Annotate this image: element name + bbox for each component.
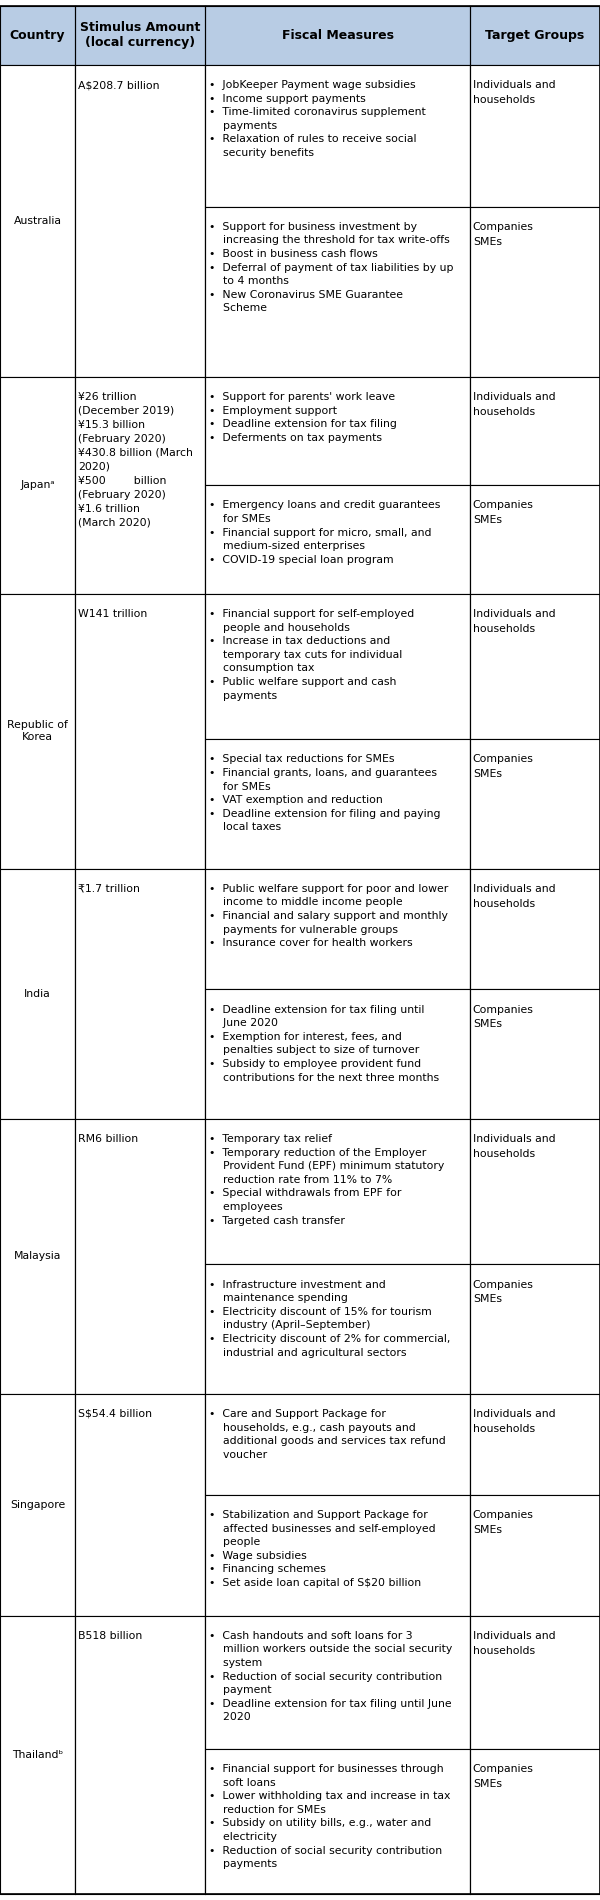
Bar [205, 207, 470, 376]
Bar [75, 65, 205, 376]
Bar [205, 376, 470, 485]
Bar [205, 484, 470, 593]
Text: Singapore: Singapore [10, 1499, 65, 1511]
Text: Republic of
Korea: Republic of Korea [7, 720, 68, 743]
Text: W141 trillion: W141 trillion [78, 608, 147, 619]
Text: A$208.7 billion: A$208.7 billion [78, 80, 160, 89]
Text: ₹1.7 trillion: ₹1.7 trillion [78, 884, 140, 893]
Bar [470, 376, 600, 485]
Bar [75, 1119, 205, 1395]
Text: •  Care and Support Package for
    households, e.g., cash payouts and
    addit: • Care and Support Package for household… [209, 1410, 446, 1459]
Bar [0, 376, 75, 593]
Text: •  Emergency loans and credit guarantees
    for SMEs
•  Financial support for m: • Emergency loans and credit guarantees … [209, 500, 440, 564]
Text: B518 billion: B518 billion [78, 1630, 142, 1642]
Bar [0, 1395, 75, 1615]
Text: Companies
SMEs: Companies SMEs [473, 1763, 533, 1788]
Bar [0, 65, 75, 376]
Text: •  Financial support for self-employed
    people and households
•  Increase in : • Financial support for self-employed pe… [209, 608, 414, 701]
Text: •  Stabilization and Support Package for
    affected businesses and self-employ: • Stabilization and Support Package for … [209, 1510, 436, 1588]
Text: Thailandᵇ: Thailandᵇ [12, 1750, 63, 1759]
Text: ¥26 trillion
(December 2019)
¥15.3 billion
(February 2020)
¥430.8 billion (March: ¥26 trillion (December 2019) ¥15.3 billi… [78, 391, 193, 528]
Bar [205, 990, 470, 1119]
Text: •  Temporary tax relief
•  Temporary reduction of the Employer
    Provident Fun: • Temporary tax relief • Temporary reduc… [209, 1134, 444, 1226]
Bar [205, 1748, 470, 1894]
Bar [205, 1264, 470, 1395]
Text: •  JobKeeper Payment wage subsidies
•  Income support payments
•  Time-limited c: • JobKeeper Payment wage subsidies • Inc… [209, 80, 425, 158]
Text: Fiscal Measures: Fiscal Measures [281, 28, 394, 42]
Text: Companies
SMEs: Companies SMEs [473, 1279, 533, 1305]
Text: Japanᵃ: Japanᵃ [20, 481, 55, 490]
Bar [0, 593, 75, 868]
Bar [0, 1615, 75, 1894]
Bar [470, 990, 600, 1119]
Text: Companies
SMEs: Companies SMEs [473, 754, 533, 779]
Bar [205, 1119, 470, 1264]
Bar [75, 593, 205, 868]
Text: Individuals and
households: Individuals and households [473, 884, 556, 908]
Text: Individuals and
households: Individuals and households [473, 1134, 556, 1159]
Bar [0, 6, 600, 65]
Bar [205, 593, 470, 739]
Bar [75, 1615, 205, 1894]
Text: Individuals and
households: Individuals and households [473, 608, 556, 635]
Bar [470, 1395, 600, 1495]
Bar [470, 1495, 600, 1615]
Text: S$54.4 billion: S$54.4 billion [78, 1410, 152, 1419]
Text: •  Deadline extension for tax filing until
    June 2020
•  Exemption for intere: • Deadline extension for tax filing unti… [209, 1005, 439, 1083]
Text: Country: Country [10, 28, 65, 42]
Bar [470, 868, 600, 990]
Bar [205, 65, 470, 207]
Bar [470, 1748, 600, 1894]
Text: Companies
SMEs: Companies SMEs [473, 1005, 533, 1030]
Text: •  Financial support for businesses through
    soft loans
•  Lower withholding : • Financial support for businesses throu… [209, 1763, 450, 1870]
Text: Australia: Australia [14, 217, 62, 226]
Text: •  Public welfare support for poor and lower
    income to middle income people
: • Public welfare support for poor and lo… [209, 884, 448, 948]
Text: Individuals and
households: Individuals and households [473, 1630, 556, 1655]
Text: •  Special tax reductions for SMEs
•  Financial grants, loans, and guarantees
  : • Special tax reductions for SMEs • Fina… [209, 754, 440, 832]
Bar [470, 1615, 600, 1748]
Text: •  Support for parents' work leave
•  Employment support
•  Deadline extension f: • Support for parents' work leave • Empl… [209, 391, 397, 443]
Text: Individuals and
households: Individuals and households [473, 80, 556, 104]
Bar [470, 65, 600, 207]
Text: India: India [24, 988, 51, 999]
Bar [205, 1495, 470, 1615]
Bar [0, 868, 75, 1119]
Bar [470, 1264, 600, 1395]
Text: •  Support for business investment by
    increasing the threshold for tax write: • Support for business investment by inc… [209, 222, 454, 314]
Bar [75, 1395, 205, 1615]
Text: Companies
SMEs: Companies SMEs [473, 222, 533, 247]
Text: •  Infrastructure investment and
    maintenance spending
•  Electricity discoun: • Infrastructure investment and maintena… [209, 1279, 450, 1358]
Text: Individuals and
households: Individuals and households [473, 1410, 556, 1434]
Text: •  Cash handouts and soft loans for 3
    million workers outside the social sec: • Cash handouts and soft loans for 3 mil… [209, 1630, 452, 1723]
Bar [470, 1119, 600, 1264]
Text: RM6 billion: RM6 billion [78, 1134, 138, 1144]
Bar [470, 739, 600, 868]
Bar [0, 1119, 75, 1395]
Bar [75, 376, 205, 593]
Text: Companies
SMEs: Companies SMEs [473, 1510, 533, 1535]
Bar [470, 207, 600, 376]
Bar [205, 1615, 470, 1748]
Bar [205, 1395, 470, 1495]
Text: Malaysia: Malaysia [14, 1252, 61, 1262]
Text: Individuals and
households: Individuals and households [473, 391, 556, 416]
Bar [205, 868, 470, 990]
Bar [470, 484, 600, 593]
Bar [75, 868, 205, 1119]
Bar [205, 739, 470, 868]
Text: Companies
SMEs: Companies SMEs [473, 500, 533, 524]
Text: Stimulus Amount
(local currency): Stimulus Amount (local currency) [80, 21, 200, 49]
Text: Target Groups: Target Groups [485, 28, 584, 42]
Bar [470, 593, 600, 739]
